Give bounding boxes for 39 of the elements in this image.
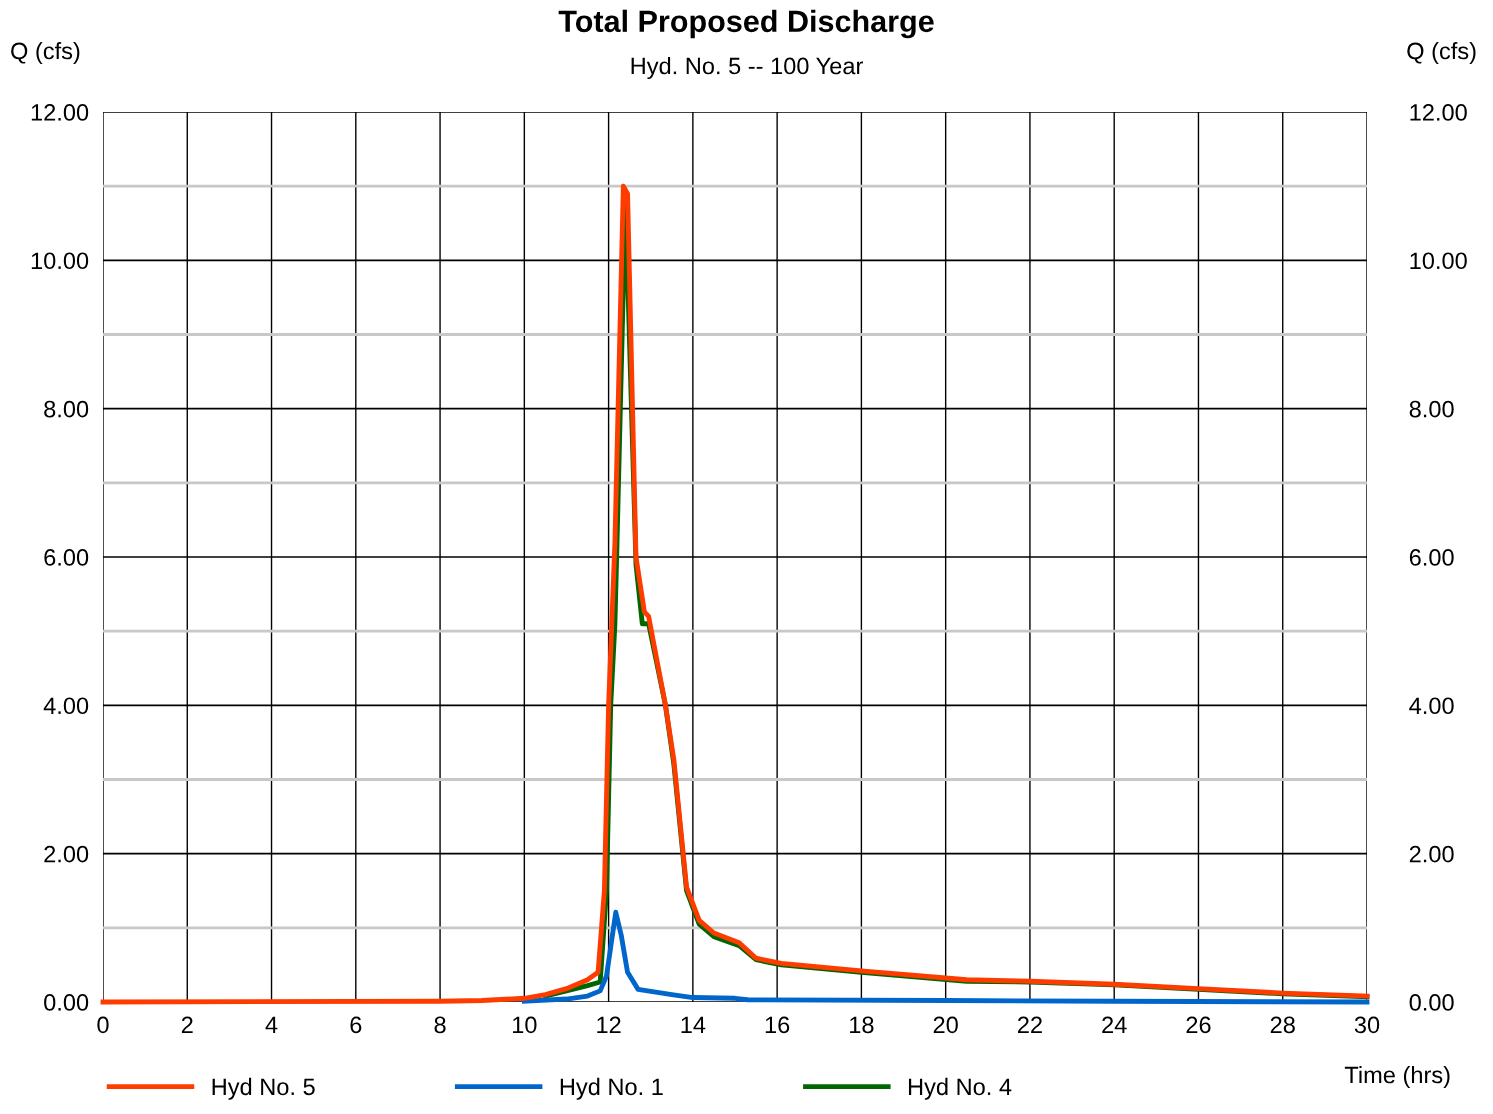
x-tick-label: 4 — [265, 1016, 278, 1033]
x-tick-label: 30 — [1354, 1016, 1380, 1034]
y2-tick-label: 8.00 — [1409, 400, 1454, 418]
chart-title: Total Proposed Discharge — [558, 9, 934, 39]
x-tick-label: 20 — [933, 1016, 958, 1034]
x-axis-title: Time (hrs) — [1344, 1065, 1450, 1088]
y2-tick-label: 4.00 — [1409, 697, 1454, 715]
x-tick-label: 24 — [1102, 1016, 1127, 1033]
x-tick-label: 22 — [1017, 1016, 1042, 1033]
y-tick-label: 2.00 — [44, 845, 89, 863]
x-tick-label: 14 — [681, 1016, 706, 1033]
legend-label: Hyd No. 5 — [212, 1077, 315, 1100]
x-tick-label: 6 — [350, 1016, 362, 1034]
y2-tick-label: 12.00 — [1410, 104, 1467, 121]
y2-axis-title: Q (cfs) — [1407, 42, 1476, 64]
x-tick-label: 10 — [513, 1016, 537, 1034]
x-tick-label: 26 — [1186, 1016, 1211, 1034]
y-tick-label: 10.00 — [31, 252, 89, 270]
x-tick-label: 12 — [597, 1016, 621, 1033]
x-tick-label: 8 — [434, 1016, 446, 1034]
x-tick-label: 18 — [850, 1016, 874, 1034]
y-axis-title: Q (cfs) — [11, 42, 80, 64]
x-tick-label: 16 — [765, 1016, 790, 1034]
y-tick-label: 0.00 — [44, 994, 89, 1011]
x-tick-label: 0 — [97, 1016, 109, 1034]
line-series — [521, 909, 1370, 1005]
chart-subtitle: Hyd. No. 5 -- 100 Year — [631, 57, 863, 79]
legend-label: Hyd No. 1 — [560, 1077, 663, 1100]
x-tick-label: 28 — [1270, 1016, 1295, 1034]
legend-label: Hyd No. 4 — [908, 1077, 1012, 1100]
y2-tick-label: 6.00 — [1409, 549, 1454, 566]
y-tick-label: 4.00 — [43, 697, 89, 715]
y-tick-label: 8.00 — [44, 400, 89, 418]
y-tick-label: 6.00 — [44, 549, 89, 566]
y-tick-label: 12.00 — [31, 104, 89, 121]
x-tick-label: 2 — [181, 1016, 193, 1033]
y2-tick-label: 0.00 — [1409, 994, 1454, 1011]
y2-tick-label: 10.00 — [1410, 252, 1467, 270]
y2-tick-label: 2.00 — [1409, 845, 1454, 863]
